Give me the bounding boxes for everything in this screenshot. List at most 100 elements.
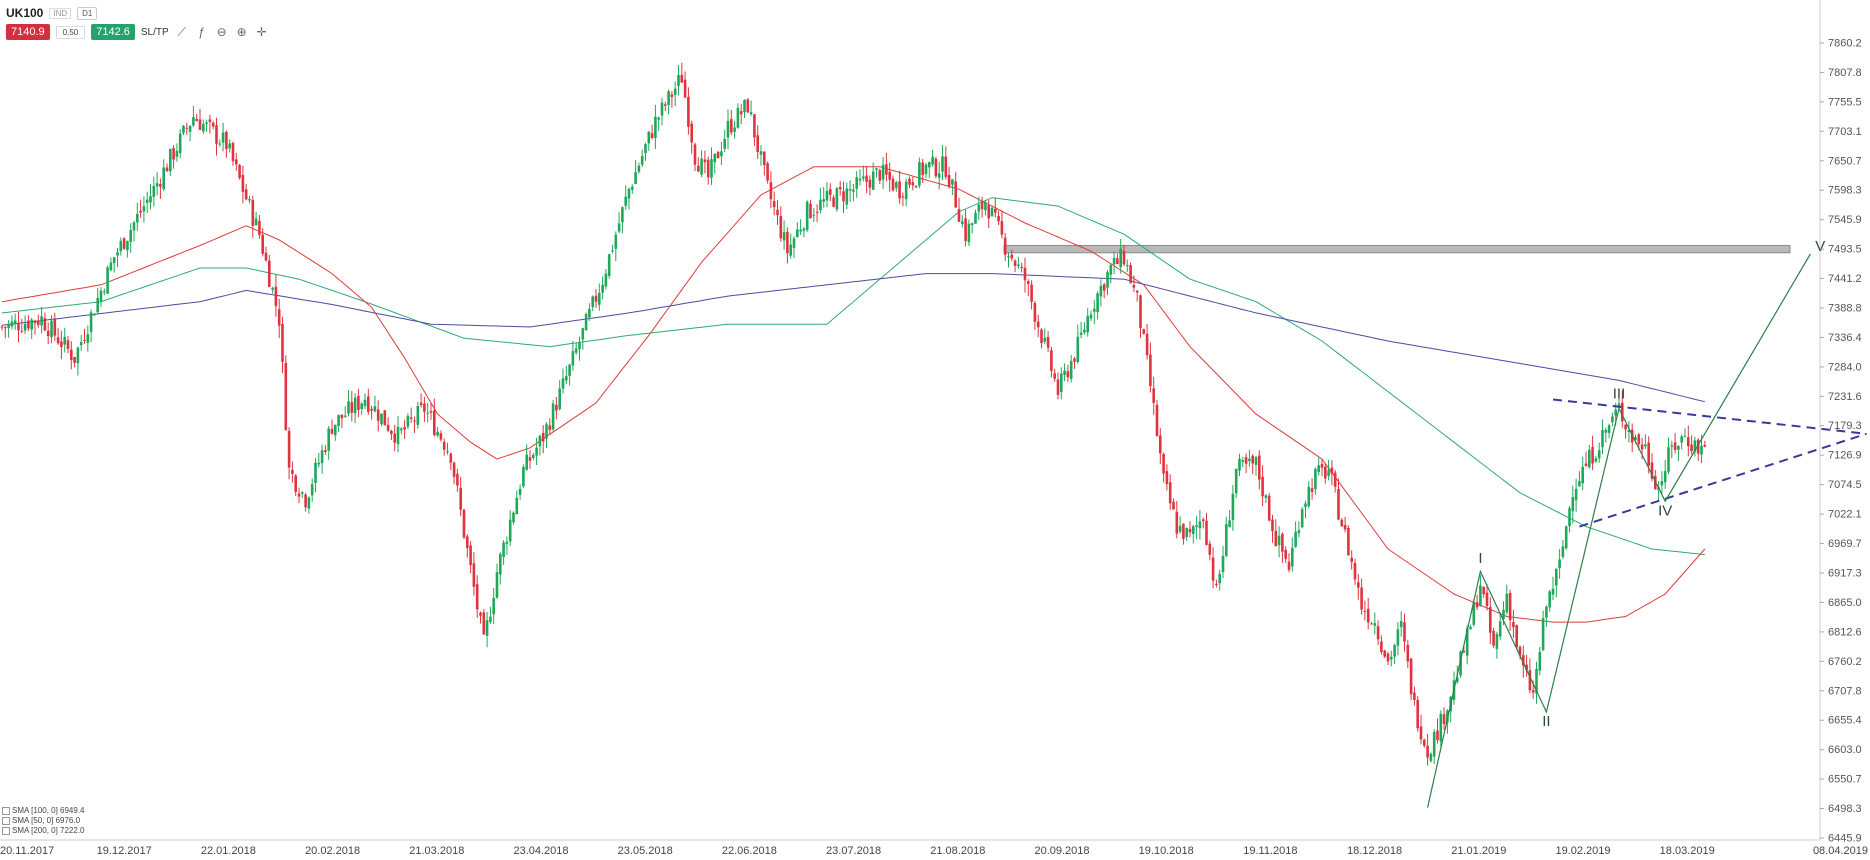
candle-body bbox=[1489, 606, 1492, 633]
legend-item-sma100[interactable]: SMA [100, 0] 6949.4 bbox=[2, 806, 85, 816]
candle-body bbox=[442, 441, 446, 450]
candle bbox=[1007, 252, 1010, 268]
sell-button[interactable]: 7140.9 bbox=[6, 24, 50, 40]
candle-body bbox=[1459, 651, 1462, 676]
candle-body bbox=[518, 488, 522, 495]
candle-body bbox=[1502, 609, 1505, 620]
candle-body bbox=[1225, 524, 1228, 556]
candle-body bbox=[1693, 440, 1697, 452]
candle bbox=[281, 316, 284, 373]
sltp-button[interactable]: SL/TP bbox=[140, 26, 169, 38]
triangle-lower-line[interactable] bbox=[1579, 432, 1867, 528]
candle-body bbox=[1327, 470, 1330, 476]
candle bbox=[1241, 456, 1245, 468]
candle bbox=[508, 510, 512, 546]
candle-body bbox=[215, 125, 218, 144]
candle-body bbox=[1168, 482, 1172, 504]
candle bbox=[1621, 390, 1624, 428]
candle bbox=[347, 389, 350, 417]
candle bbox=[475, 575, 479, 619]
candle-body bbox=[1462, 650, 1466, 653]
candle-body bbox=[1126, 265, 1129, 267]
candle bbox=[1436, 718, 1439, 744]
zoom-out-icon[interactable]: ⊖ bbox=[216, 25, 227, 39]
x-tick-label: 21.08.2018 bbox=[930, 845, 985, 857]
candle-body bbox=[1066, 371, 1070, 378]
function-icon[interactable]: ƒ bbox=[198, 25, 206, 39]
candle bbox=[1591, 435, 1594, 470]
candle-body bbox=[1119, 248, 1122, 268]
candle bbox=[406, 413, 410, 429]
elliott-wave-path[interactable] bbox=[1427, 253, 1811, 808]
buy-button[interactable]: 7142.6 bbox=[91, 24, 135, 40]
candle bbox=[1459, 650, 1462, 678]
candle bbox=[1347, 525, 1350, 556]
legend-item-sma50[interactable]: SMA [50, 0] 6976.0 bbox=[2, 816, 85, 826]
candle bbox=[1023, 257, 1027, 293]
candle-body bbox=[73, 356, 76, 363]
x-tick-label: 22.06.2018 bbox=[722, 845, 777, 857]
candle bbox=[1670, 440, 1674, 459]
candle-body bbox=[1663, 471, 1667, 483]
candle bbox=[1340, 518, 1344, 527]
candle-body bbox=[1010, 254, 1014, 259]
candle-body bbox=[406, 416, 410, 427]
candle-body bbox=[327, 428, 330, 451]
candle bbox=[1201, 517, 1205, 529]
candle bbox=[1145, 324, 1149, 360]
crosshair-icon[interactable]: ✛ bbox=[256, 25, 267, 39]
candle-body bbox=[228, 143, 231, 149]
candle-body bbox=[921, 162, 924, 176]
candle-body bbox=[1683, 436, 1687, 438]
candle-body bbox=[353, 397, 357, 414]
candle-body bbox=[878, 170, 882, 181]
candle-body bbox=[4, 327, 7, 329]
candle-body bbox=[1508, 592, 1512, 621]
candle-body bbox=[1178, 525, 1182, 532]
candle bbox=[1383, 649, 1386, 659]
candle bbox=[1588, 444, 1591, 469]
triangle-upper-line[interactable] bbox=[1552, 398, 1867, 435]
candle bbox=[588, 303, 591, 321]
candle-body bbox=[195, 118, 198, 122]
line-chart-icon[interactable]: ⟋ bbox=[177, 24, 186, 39]
candle bbox=[99, 287, 103, 308]
candle bbox=[1393, 643, 1396, 664]
y-tick-label: 7126.9 bbox=[1828, 450, 1862, 462]
candle bbox=[1221, 546, 1225, 579]
candle bbox=[1142, 328, 1146, 335]
candle bbox=[149, 184, 152, 210]
candle bbox=[522, 464, 525, 489]
candle bbox=[106, 265, 109, 294]
candle bbox=[871, 162, 875, 191]
candle-body bbox=[525, 454, 528, 470]
candle-body bbox=[1535, 668, 1538, 694]
candle-body bbox=[759, 151, 763, 155]
x-axis-ticks: 20.11.2017 19.12.2017 22.01.2018 20.02.2018… bbox=[0, 845, 1868, 857]
candle bbox=[1159, 428, 1162, 465]
candle bbox=[1525, 654, 1528, 677]
legend-item-sma200[interactable]: SMA [200, 0] 7222.0 bbox=[2, 826, 85, 836]
candle-body bbox=[551, 403, 555, 430]
candle-body bbox=[1195, 525, 1198, 528]
candle-body bbox=[0, 326, 4, 328]
candle bbox=[571, 340, 575, 371]
candle bbox=[891, 175, 895, 192]
candle-body bbox=[43, 318, 47, 331]
candle bbox=[786, 227, 789, 264]
candle bbox=[977, 196, 981, 220]
zoom-in-icon[interactable]: ⊕ bbox=[236, 25, 247, 39]
candle bbox=[1116, 253, 1119, 265]
timeframe-select[interactable]: D1 bbox=[77, 6, 98, 20]
candle bbox=[756, 125, 759, 159]
candle-body bbox=[1551, 588, 1555, 595]
candle-body bbox=[317, 462, 321, 465]
candle-body bbox=[670, 94, 674, 97]
candle-body bbox=[436, 431, 439, 436]
x-tick-label: 23.05.2018 bbox=[618, 845, 673, 857]
candle bbox=[413, 416, 416, 433]
candle-body bbox=[172, 147, 175, 160]
symbol-label[interactable]: UK100 bbox=[6, 6, 44, 20]
candle bbox=[218, 139, 222, 147]
